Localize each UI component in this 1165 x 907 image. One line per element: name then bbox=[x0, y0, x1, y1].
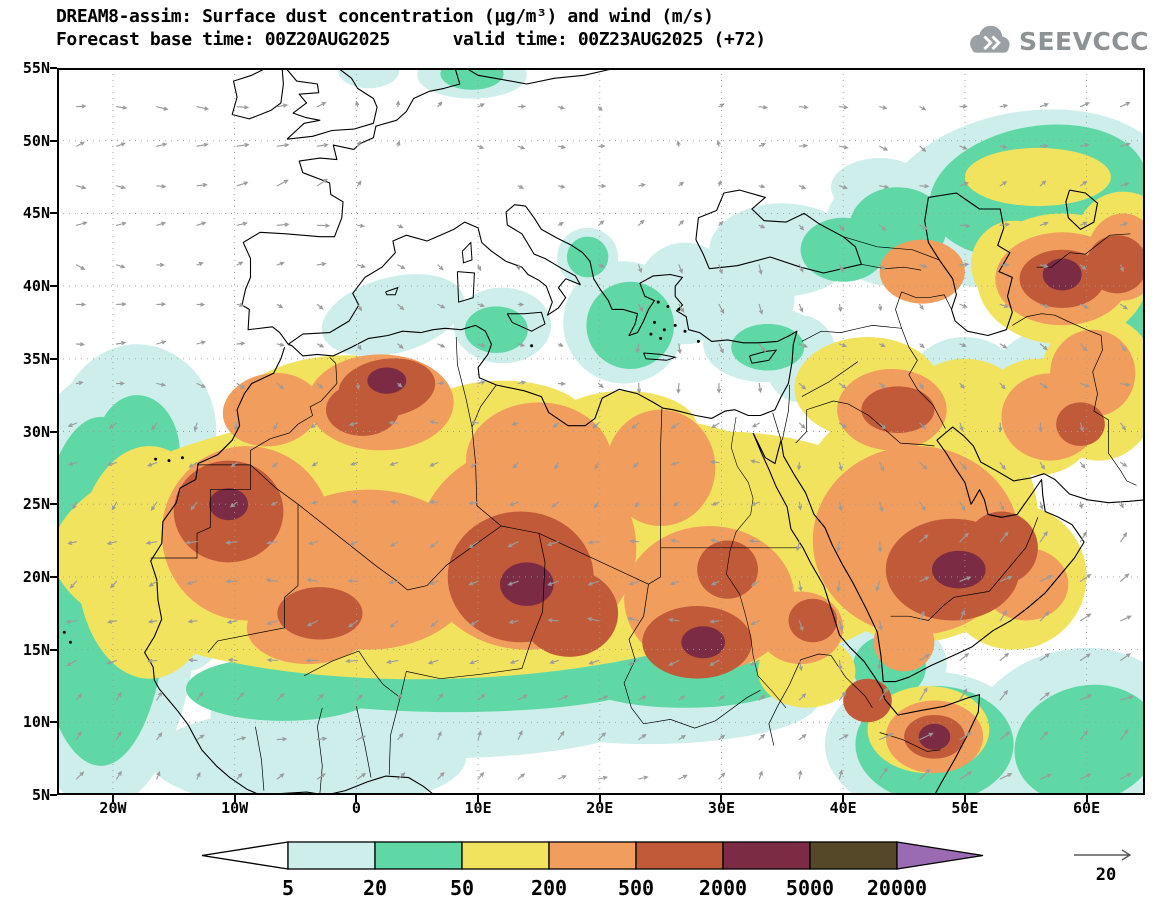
lat-tick-label: 50N bbox=[22, 131, 50, 150]
lon-tick-label: 10W bbox=[221, 799, 249, 817]
lat-tick-label: 25N bbox=[22, 495, 50, 514]
wind-scale-value: 20 bbox=[1096, 865, 1116, 885]
colorbar-label: 5 bbox=[282, 876, 294, 900]
lat-tick-mark bbox=[50, 794, 57, 796]
dust-level-2000-5000 bbox=[209, 258, 1082, 750]
colorbar-label: 50 bbox=[450, 876, 474, 900]
lat-tick-mark bbox=[50, 67, 57, 69]
colorbar-segment bbox=[374, 841, 463, 870]
lon-tick-mark bbox=[1085, 795, 1088, 802]
lat-tick-mark bbox=[50, 212, 57, 215]
colorbar-legend: 5 20 50 200 500 2000 5000 20000 bbox=[201, 841, 984, 900]
map-border bbox=[57, 68, 1145, 795]
graticule bbox=[57, 68, 1145, 795]
lat-tick-label: 10N bbox=[22, 713, 50, 732]
cloud-icon bbox=[970, 25, 1010, 53]
lat-tick-label: 20N bbox=[22, 567, 50, 586]
lon-tick-label: 0 bbox=[351, 799, 361, 817]
lat-tick-mark bbox=[50, 648, 57, 651]
wind-reference-arrow: 20 bbox=[1074, 849, 1132, 885]
lat-tick-label: 35N bbox=[22, 349, 50, 368]
wind-arrows bbox=[65, 100, 1134, 780]
lon-tick-label: 50E bbox=[951, 799, 979, 817]
lat-tick-label: 45N bbox=[22, 204, 50, 223]
lat-tick-label: 5N bbox=[31, 786, 50, 804]
lon-tick-mark bbox=[720, 795, 723, 802]
small-islands bbox=[62, 300, 700, 644]
lon-tick-label: 20W bbox=[99, 799, 127, 817]
lon-tick-label: 40E bbox=[829, 799, 857, 817]
lon-tick-mark bbox=[477, 795, 480, 802]
chart-subtitle: Forecast base time: 00Z20AUG2025 valid t… bbox=[56, 29, 766, 50]
coastlines bbox=[144, 68, 1145, 795]
colorbar-segment bbox=[287, 841, 376, 870]
colorbar-segment bbox=[722, 841, 811, 870]
lat-tick-mark bbox=[50, 721, 57, 724]
lon-tick-mark bbox=[963, 795, 966, 802]
lon-tick-label: 30E bbox=[707, 799, 736, 817]
colorbar-label: 5000 bbox=[786, 876, 834, 900]
colorbar-label: 200 bbox=[531, 876, 567, 900]
lon-tick-label: 10E bbox=[464, 799, 492, 817]
lon-tick-mark bbox=[111, 795, 114, 802]
lat-tick-label: 40N bbox=[22, 277, 50, 296]
seevccc-logo: SEEVCCC bbox=[962, 22, 1149, 60]
lon-tick-mark bbox=[598, 795, 601, 802]
lat-tick-mark bbox=[50, 575, 57, 578]
lat-tick-mark bbox=[50, 357, 57, 360]
colorbar-label: 20 bbox=[363, 876, 387, 900]
colorbar-label: 2000 bbox=[699, 876, 747, 900]
lat-tick-mark bbox=[50, 285, 57, 288]
chart-titles: DREAM8-assim: Surface dust concentration… bbox=[56, 5, 766, 51]
lat-tick-label: 30N bbox=[22, 422, 50, 441]
lat-tick-label: 55N bbox=[22, 59, 50, 77]
lon-tick-mark bbox=[355, 795, 358, 802]
islands bbox=[385, 241, 778, 364]
colorbar-label: 20000 bbox=[867, 876, 927, 900]
wind-scale-arrow bbox=[1074, 849, 1132, 861]
colorbar-arrow-high bbox=[896, 841, 984, 870]
chart-title: DREAM8-assim: Surface dust concentration… bbox=[56, 6, 714, 27]
colorbar-segment bbox=[548, 841, 637, 870]
colorbar-segment bbox=[635, 841, 724, 870]
lon-tick-label: 60E bbox=[1073, 799, 1101, 817]
lat-tick-label: 15N bbox=[22, 640, 50, 659]
lat-tick-mark bbox=[50, 139, 57, 142]
country-borders bbox=[150, 233, 1137, 794]
dust-concentration-map bbox=[57, 68, 1145, 795]
map-frame bbox=[57, 68, 1145, 795]
lon-tick-label: 20E bbox=[586, 799, 614, 817]
lon-tick-mark bbox=[842, 795, 845, 802]
colorbar-arrow-low bbox=[201, 841, 289, 870]
lat-tick-mark bbox=[50, 503, 57, 506]
colorbar-segment bbox=[809, 841, 898, 870]
lon-tick-mark bbox=[233, 795, 236, 802]
nile-river bbox=[726, 416, 787, 708]
lat-tick-mark bbox=[50, 430, 57, 433]
colorbar-label: 500 bbox=[618, 876, 654, 900]
colorbar-segment bbox=[461, 841, 550, 870]
seevccc-logo-text: SEEVCCC bbox=[1018, 26, 1149, 56]
